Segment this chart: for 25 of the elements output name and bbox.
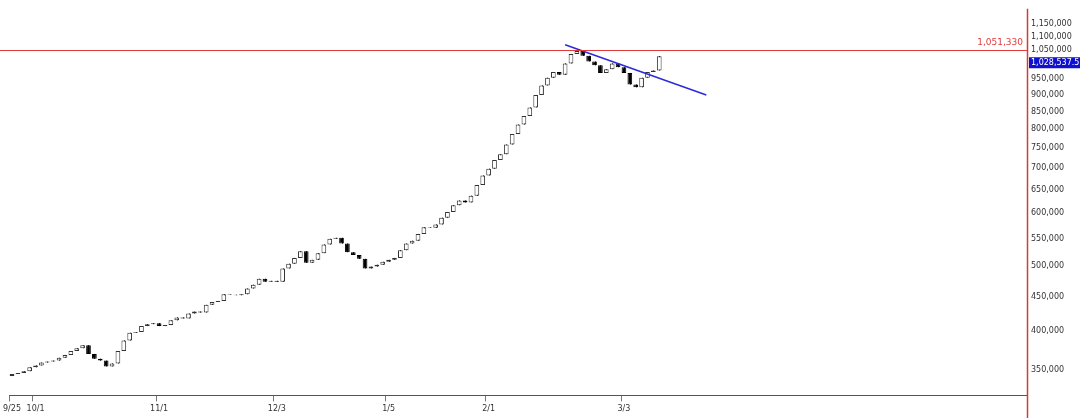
x-tick-label: 11/1	[150, 404, 169, 414]
x-tick-label: 1/5	[382, 404, 396, 414]
y-tick-label: 700,000	[1031, 163, 1065, 173]
ref-line-label: 1,051,330	[977, 37, 1024, 48]
y-tick-label: 750,000	[1031, 143, 1065, 153]
x-tick-label: 3/3	[617, 404, 631, 414]
y-tick-label: 900,000	[1031, 90, 1065, 100]
y-tick-label: 800,000	[1031, 124, 1065, 134]
y-tick-label: 1,150,000	[1031, 18, 1072, 28]
text: 1,028,537.5	[1031, 57, 1080, 67]
x-tick-label: 9/25	[3, 404, 21, 414]
y-tick-label: 500,000	[1031, 261, 1065, 271]
y-tick-label: 1,050,000	[1031, 45, 1072, 55]
x-tick-label: 12/3	[267, 404, 286, 414]
y-tick-label: 450,000	[1031, 292, 1065, 302]
y-tick-label: 1,100,000	[1031, 31, 1072, 41]
x-tick-label: 10/1	[26, 404, 45, 414]
y-tick-label: 600,000	[1031, 208, 1065, 218]
x-tick-label: 2/1	[482, 404, 496, 414]
y-tick-label: 400,000	[1031, 326, 1065, 336]
y-tick-label: 550,000	[1031, 233, 1065, 243]
y-tick-label: 350,000	[1031, 365, 1065, 375]
y-tick-label: 650,000	[1031, 184, 1065, 194]
y-tick-label: 850,000	[1031, 106, 1065, 116]
y-tick-label: 950,000	[1031, 74, 1065, 84]
